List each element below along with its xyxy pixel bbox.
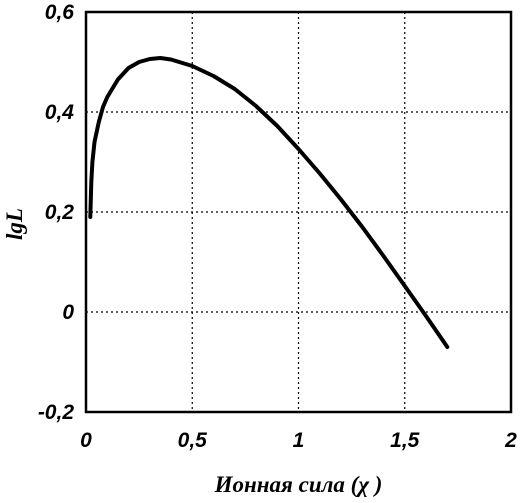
- y-tick-label: 0,2: [45, 201, 75, 224]
- y-tick-label: 0,6: [45, 1, 75, 24]
- y-tick-label: 0,4: [45, 101, 75, 124]
- x-tick-label: 2: [504, 429, 517, 452]
- x-tick-label: 0,5: [178, 429, 208, 452]
- y-axis-title: lgL: [2, 208, 27, 240]
- series-group: [88, 56, 450, 349]
- x-tick-label: 1: [293, 429, 305, 452]
- series-line: [88, 56, 450, 349]
- plot-frame: [84, 10, 513, 414]
- y-tick-label: -0,2: [38, 401, 75, 424]
- x-tick-label: 0: [80, 429, 92, 452]
- y-tick-label: 0: [62, 301, 74, 324]
- y-tick-labels: -0,2 0 0,2 0,4 0,6: [38, 1, 75, 424]
- x-tick-label: 1,5: [390, 429, 420, 452]
- x-tick-labels: 0 0,5 1 1,5 2: [80, 429, 517, 452]
- grid: [86, 12, 511, 412]
- x-axis-title: Ионная сила (χ ): [214, 472, 383, 497]
